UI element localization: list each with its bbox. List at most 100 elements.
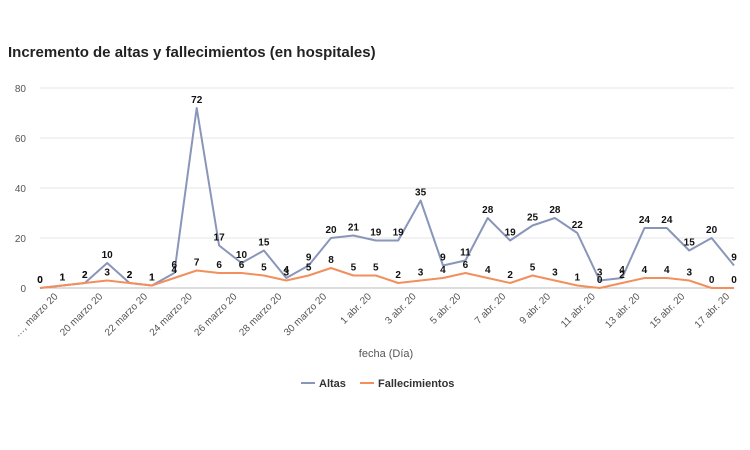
y-tick-label: 20: [15, 234, 27, 245]
data-label: 1: [149, 273, 155, 284]
data-label: 15: [258, 238, 270, 249]
data-label: 11: [460, 248, 471, 259]
data-label: 28: [549, 205, 561, 216]
legend-label: Altas: [319, 378, 346, 390]
data-label: 2: [507, 270, 513, 281]
x-tick-label: 28 marzo 20: [237, 291, 284, 338]
x-tick-label: 3 abr. 20: [383, 291, 419, 327]
data-label: 5: [261, 263, 267, 274]
x-tick-label: 15 abr. 20: [648, 291, 688, 331]
data-label: 1: [149, 273, 155, 284]
data-label: 17: [214, 233, 226, 244]
data-label: 0: [731, 275, 737, 286]
data-label: 3: [418, 268, 424, 279]
data-label: 8: [328, 255, 334, 266]
y-axis: 0 20 40 60 80: [15, 84, 27, 295]
x-tick-label: 1 abr. 20: [339, 291, 375, 327]
data-label: 35: [415, 188, 427, 199]
series-line-fallecimientos: [39, 267, 734, 289]
x-tick-label: 13 abr. 20: [603, 291, 643, 331]
data-label: 2: [619, 270, 625, 281]
data-label: 2: [82, 270, 88, 281]
data-label: 6: [463, 260, 469, 271]
data-label: 3: [104, 268, 110, 279]
data-label: 4: [664, 265, 670, 276]
data-label: 0: [709, 275, 715, 286]
data-label: 2: [127, 270, 133, 281]
data-label: 5: [530, 263, 536, 274]
x-tick-label: 30 marzo 20: [282, 291, 329, 338]
x-tick-label: 7 abr. 20: [473, 291, 509, 327]
x-tick-label: 5 abr. 20: [428, 291, 464, 327]
x-tick-label: 24 marzo 20: [148, 291, 195, 338]
series-line-altas: [39, 107, 735, 289]
data-label: 5: [351, 263, 357, 274]
data-label: 10: [102, 250, 114, 261]
y-tick-label: 0: [20, 284, 26, 295]
x-tick-label: 26 marzo 20: [193, 291, 240, 338]
data-label: 28: [482, 205, 494, 216]
data-label: 4: [440, 265, 446, 276]
data-label: 15: [684, 238, 696, 249]
data-label: 25: [527, 213, 539, 224]
data-label: 21: [348, 223, 360, 234]
data-label: 5: [373, 263, 379, 274]
data-label: 4: [642, 265, 648, 276]
legend-item-altas[interactable]: Altas: [301, 378, 346, 390]
data-label: 0: [597, 275, 603, 286]
data-label: 3: [552, 268, 558, 279]
x-axis-title: fecha (Día): [359, 348, 413, 360]
y-tick-label: 40: [15, 184, 27, 195]
data-label: 6: [216, 260, 222, 271]
x-tick-label: 17 abr. 20: [693, 291, 733, 331]
data-label: 7: [194, 258, 200, 269]
data-label: 24: [661, 215, 673, 226]
data-label: 19: [393, 228, 405, 239]
data-label: 4: [172, 265, 178, 276]
data-label: 3: [283, 268, 289, 279]
grid: [40, 87, 734, 289]
data-label: 4: [283, 265, 289, 276]
data-label: 0: [37, 275, 43, 286]
data-label: 6: [172, 260, 178, 271]
data-label: 1: [60, 273, 66, 284]
data-label: 20: [325, 225, 337, 236]
data-label: 9: [731, 253, 737, 264]
data-label: 1: [575, 273, 581, 284]
data-label: 6: [239, 260, 245, 271]
data-label: 3: [597, 268, 603, 279]
data-label: 0: [37, 275, 43, 286]
data-label: 72: [191, 95, 203, 106]
x-tick-label: …, marzo 20: [12, 291, 61, 340]
legend-label: Fallecimientos: [378, 378, 454, 390]
data-label: 10: [236, 250, 248, 261]
data-label: 9: [440, 253, 446, 264]
legend[interactable]: Altas Fallecimientos: [301, 378, 454, 390]
data-label: 5: [306, 263, 312, 274]
data-label: 1: [60, 273, 66, 284]
x-tick-label: 20 marzo 20: [58, 291, 105, 338]
x-tick-label: 11 abr. 20: [559, 291, 598, 330]
data-label: 9: [306, 253, 312, 264]
data-label: 19: [505, 228, 517, 239]
x-tick-label: 9 abr. 20: [518, 291, 554, 327]
data-label: 4: [619, 265, 625, 276]
data-label: 2: [395, 270, 401, 281]
legend-item-fallecimientos[interactable]: Fallecimientos: [360, 378, 454, 390]
data-label: 24: [639, 215, 651, 226]
data-label: 4: [485, 265, 491, 276]
data-label: 19: [370, 228, 382, 239]
y-tick-label: 80: [15, 84, 27, 95]
chart-title: Incremento de altas y fallecimientos (en…: [8, 44, 376, 61]
data-label: 22: [572, 220, 584, 231]
x-tick-label: 22 marzo 20: [103, 291, 150, 338]
y-tick-label: 60: [15, 134, 27, 145]
data-label: 2: [127, 270, 133, 281]
series-lines: [39, 107, 735, 289]
data-label: 2: [82, 270, 88, 281]
data-label: 20: [706, 225, 718, 236]
data-label: 3: [686, 268, 692, 279]
